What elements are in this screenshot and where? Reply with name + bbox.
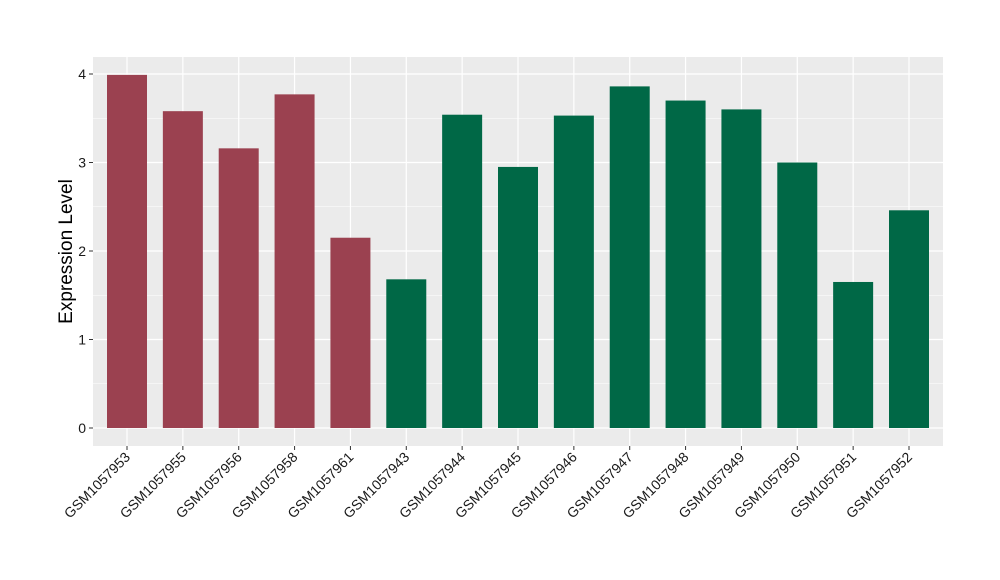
x-axis: GSM1057953GSM1057955GSM1057956GSM1057958…	[61, 446, 915, 521]
y-axis-title: Expression Level	[56, 179, 77, 324]
bar	[330, 237, 371, 428]
bar	[498, 166, 538, 429]
bar	[162, 111, 203, 429]
bar	[218, 148, 259, 428]
bar	[107, 74, 147, 428]
y-tick-label: 2	[78, 243, 86, 259]
bar	[721, 109, 762, 429]
y-axis: 0 1 2 3 4	[78, 66, 93, 436]
bar	[889, 210, 929, 428]
bar	[665, 100, 706, 429]
bar	[386, 279, 427, 428]
bar	[777, 162, 818, 428]
bars	[107, 74, 929, 429]
y-tick-label: 0	[78, 420, 86, 436]
y-tick-label: 4	[78, 66, 86, 82]
bar	[274, 94, 315, 428]
y-tick-label: 1	[78, 332, 86, 348]
bar	[609, 86, 650, 428]
bar	[553, 115, 594, 428]
bar	[442, 114, 483, 429]
bar	[833, 281, 874, 428]
y-tick-label: 3	[78, 155, 86, 171]
